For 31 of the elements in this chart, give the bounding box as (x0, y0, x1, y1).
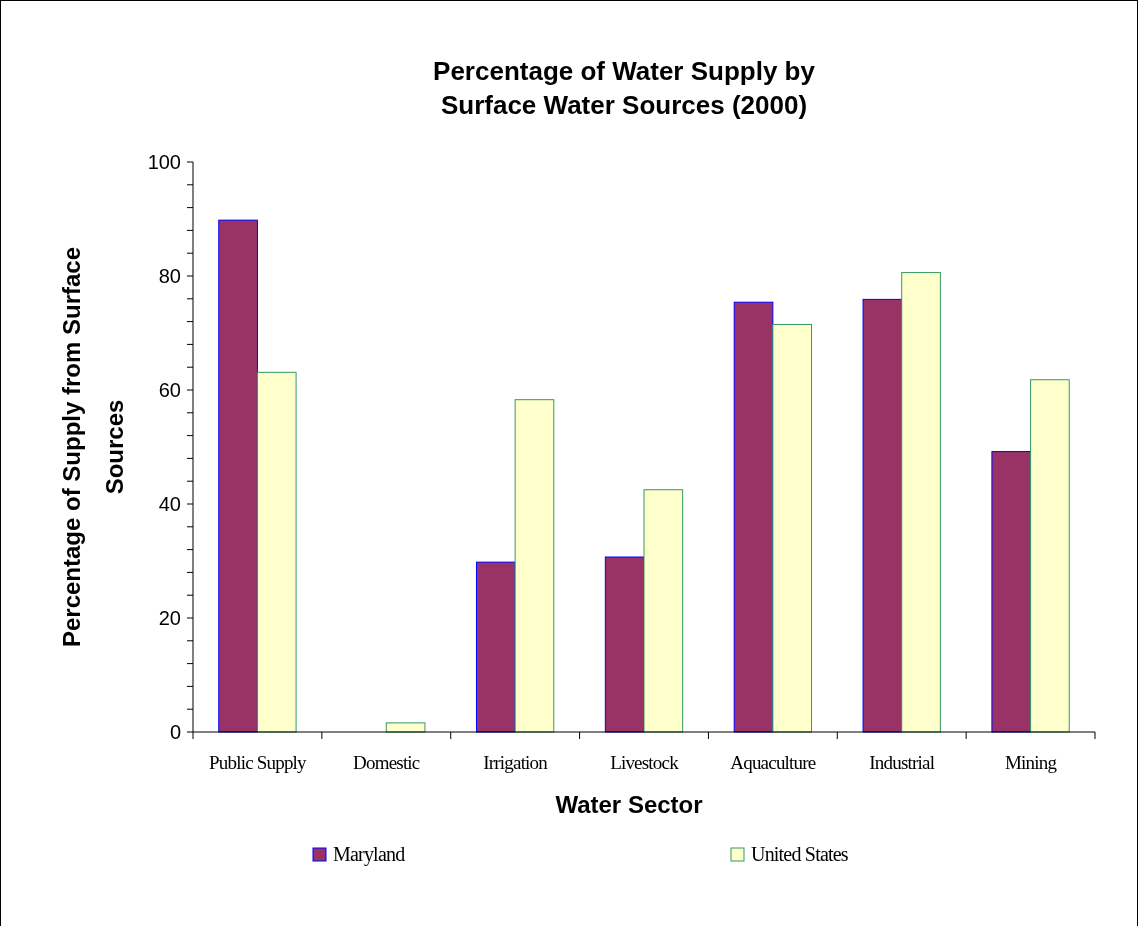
y-tick-label: 100 (147, 151, 181, 173)
y-axis-title: Percentage of Supply from Surface Sources (58, 246, 128, 648)
x-tick-label: Mining (1004, 752, 1058, 773)
bar (862, 298, 903, 733)
x-tick-label: Industrial (869, 752, 935, 773)
y-tick-label: 20 (158, 607, 181, 629)
x-tick-label: Domestic (353, 752, 420, 773)
x-tick-label: Public Supply (209, 752, 308, 773)
x-axis-title: Water Sector (555, 791, 703, 818)
bar (1030, 379, 1070, 733)
bar (385, 722, 426, 733)
bar (218, 219, 258, 733)
bar (733, 301, 774, 733)
x-tick-label: Livestock (610, 752, 680, 773)
bar (604, 556, 645, 733)
bar (643, 489, 684, 733)
x-tick-label: Irrigation (483, 752, 549, 773)
y-tick-label: 40 (158, 493, 181, 515)
y-tick-label: 80 (158, 265, 181, 287)
bar (991, 451, 1032, 733)
bar (475, 561, 516, 733)
bar (256, 371, 297, 733)
bar (772, 323, 813, 733)
legend-label: United States (751, 843, 849, 865)
y-tick-label: 60 (158, 379, 181, 401)
chart-title: Percentage of Water Supply by Surface Water Sources (2000) (433, 56, 816, 120)
x-tick-label: Aquaculture (730, 752, 816, 773)
bar (514, 399, 555, 733)
legend-label: Maryland (333, 843, 406, 866)
y-tick-label: 0 (169, 721, 181, 743)
bar (901, 272, 941, 733)
